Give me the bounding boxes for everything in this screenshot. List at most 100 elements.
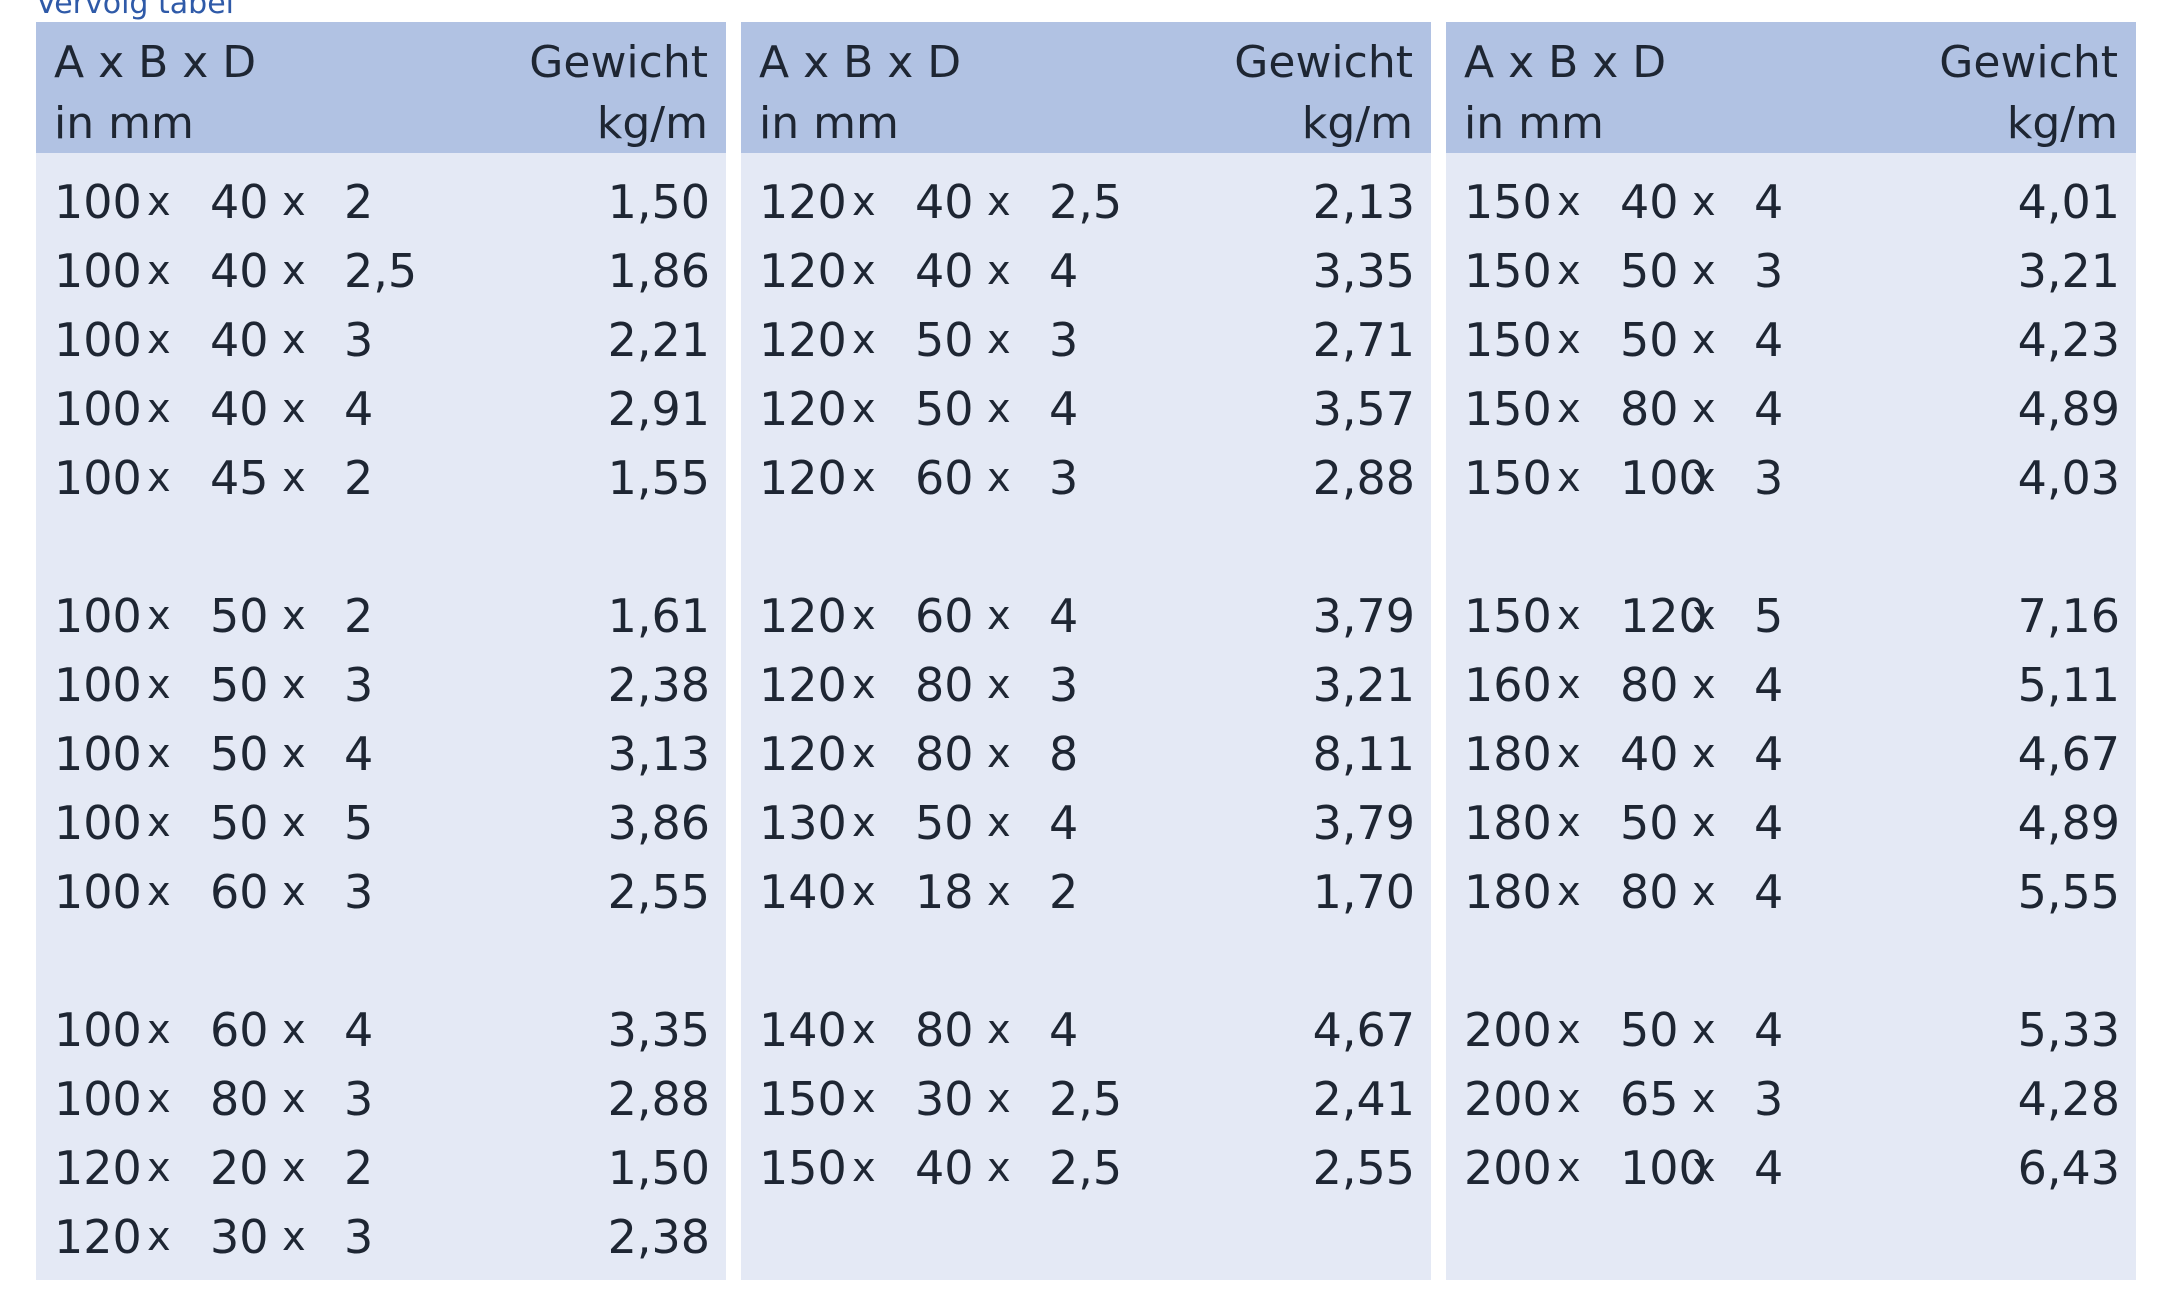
weight-value: 1,55: [607, 451, 710, 505]
times-sign: x: [147, 1145, 171, 1191]
dimension-a: 100: [54, 796, 142, 850]
weight-value: 6,43: [2017, 1141, 2120, 1195]
times-sign: x: [1692, 386, 1716, 432]
times-sign: x: [987, 593, 1011, 639]
weight-value: 4,28: [2017, 1072, 2120, 1126]
times-sign: x: [987, 869, 1011, 915]
times-sign: x: [852, 1145, 876, 1191]
dimension-d: 4: [344, 727, 374, 781]
weight-value: 3,79: [1312, 589, 1415, 643]
dimension-d: 3: [1049, 658, 1079, 712]
dimension-b: 60: [915, 589, 974, 643]
dimension-d: 4: [1754, 658, 1784, 712]
weight-value: 2,21: [607, 313, 710, 367]
dimension-d: 4: [1754, 1141, 1784, 1195]
table-row: 120 x 80 x 8 8,11: [741, 720, 1431, 788]
dimension-d: 2: [344, 451, 374, 505]
column-header: A x B x D in mm Gewicht kg/m: [741, 22, 1431, 153]
dimension-b: 50: [210, 727, 269, 781]
weight-header-label: Gewicht: [1939, 37, 2118, 88]
times-sign: x: [282, 317, 306, 363]
dimension-d: 4: [344, 1003, 374, 1057]
table-row: 180 x 40 x 4 4,67: [1446, 720, 2136, 788]
weight-value: 4,23: [2017, 313, 2120, 367]
weight-value: 2,88: [607, 1072, 710, 1126]
weight-value: 3,35: [607, 1003, 710, 1057]
times-sign: x: [282, 179, 306, 225]
dimension-b: 50: [210, 658, 269, 712]
times-sign: x: [1557, 800, 1581, 846]
dimension-d: 4: [1754, 727, 1784, 781]
dimension-d: 2: [344, 589, 374, 643]
times-sign: x: [852, 179, 876, 225]
dimension-a: 130: [759, 796, 847, 850]
times-sign: x: [852, 593, 876, 639]
weight-value: 1,61: [607, 589, 710, 643]
dimension-b: 60: [915, 451, 974, 505]
table-row: 150 x 30 x 2,5 2,41: [741, 1065, 1431, 1133]
dimension-a: 140: [759, 1003, 847, 1057]
dimension-a: 150: [759, 1141, 847, 1195]
dimension-a: 200: [1464, 1072, 1552, 1126]
times-sign: x: [282, 800, 306, 846]
dimension-b: 50: [1620, 796, 1679, 850]
times-sign: x: [147, 662, 171, 708]
times-sign: x: [852, 455, 876, 501]
times-sign: x: [987, 1145, 1011, 1191]
dimension-header-unit: in mm: [54, 98, 194, 149]
times-sign: x: [987, 1007, 1011, 1053]
times-sign: x: [147, 731, 171, 777]
dimension-d: 4: [1754, 313, 1784, 367]
times-sign: x: [852, 731, 876, 777]
times-sign: x: [1557, 317, 1581, 363]
weight-value: 2,13: [1312, 175, 1415, 229]
dimension-d: 3: [344, 1072, 374, 1126]
table-row: 120 x 60 x 3 2,88: [741, 444, 1431, 512]
times-sign: x: [1557, 455, 1581, 501]
times-sign: x: [147, 593, 171, 639]
table-row: 100 x 40 x 3 2,21: [36, 306, 726, 374]
dimension-d: 4: [1049, 1003, 1079, 1057]
times-sign: x: [852, 248, 876, 294]
dimension-a: 140: [759, 865, 847, 919]
times-sign: x: [147, 248, 171, 294]
dimension-d: 3: [1049, 313, 1079, 367]
dimension-a: 100: [54, 865, 142, 919]
dimension-header-unit: in mm: [759, 98, 899, 149]
dimension-a: 100: [54, 1003, 142, 1057]
times-sign: x: [852, 662, 876, 708]
table-row: 120 x 40 x 4 3,35: [741, 237, 1431, 305]
dimension-d: 4: [1049, 796, 1079, 850]
table-row: 100 x 40 x 2,5 1,86: [36, 237, 726, 305]
weight-value: 3,79: [1312, 796, 1415, 850]
dimension-d: 3: [1754, 1072, 1784, 1126]
times-sign: x: [987, 455, 1011, 501]
dimension-b: 40: [915, 244, 974, 298]
table-row: 120 x 50 x 4 3,57: [741, 375, 1431, 443]
weight-value: 8,11: [1312, 727, 1415, 781]
table-row: 150 x 40 x 4 4,01: [1446, 168, 2136, 236]
weight-header-unit: kg/m: [596, 98, 708, 149]
times-sign: x: [147, 1214, 171, 1260]
dimension-b: 40: [1620, 727, 1679, 781]
dimension-a: 150: [1464, 382, 1552, 436]
table-row: 180 x 50 x 4 4,89: [1446, 789, 2136, 857]
dimension-d: 2: [1049, 865, 1079, 919]
dimension-d: 4: [1049, 244, 1079, 298]
times-sign: x: [147, 1007, 171, 1053]
dimension-b: 120: [1620, 589, 1708, 643]
dimension-d: 5: [344, 796, 374, 850]
dimension-d: 2: [344, 1141, 374, 1195]
times-sign: x: [987, 731, 1011, 777]
dimension-b: 100: [1620, 451, 1708, 505]
dimension-a: 150: [1464, 589, 1552, 643]
dimension-a: 100: [54, 313, 142, 367]
dimension-a: 120: [759, 589, 847, 643]
times-sign: x: [987, 179, 1011, 225]
dimension-a: 120: [759, 244, 847, 298]
dimension-a: 120: [54, 1141, 142, 1195]
dimension-a: 100: [54, 658, 142, 712]
times-sign: x: [1692, 317, 1716, 363]
